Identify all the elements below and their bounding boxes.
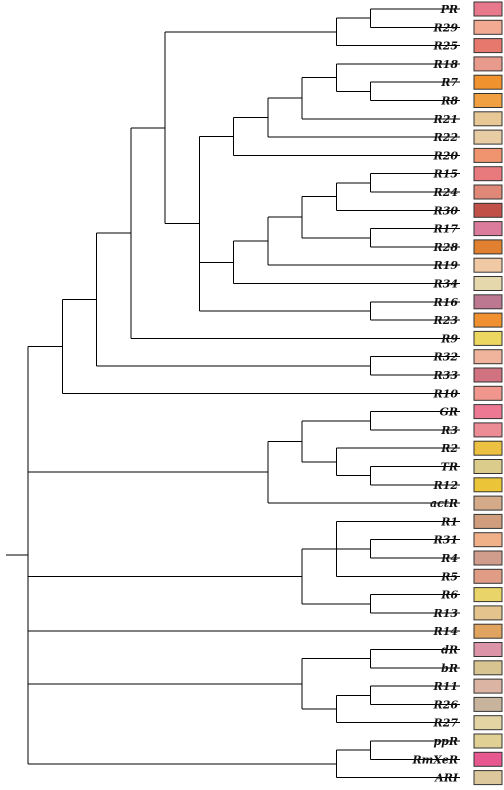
color-swatch-r19 — [473, 257, 503, 273]
color-swatch-r27 — [473, 715, 503, 731]
leaf-label-r3: R3 — [440, 424, 458, 437]
leaf-label-r19: R19 — [433, 259, 459, 272]
leaf-label-r2: R2 — [440, 442, 458, 455]
color-swatch-r30 — [473, 202, 503, 218]
leaf-label-r5: R5 — [440, 570, 458, 583]
color-swatch-r23 — [473, 312, 503, 328]
color-swatch-r28 — [473, 239, 503, 255]
color-swatch-actr — [473, 495, 503, 511]
color-swatch-r11 — [473, 678, 503, 694]
leaf-label-r24: R24 — [433, 186, 458, 199]
leaf-label-pr: PR — [440, 3, 458, 16]
color-swatch-r15 — [473, 166, 503, 182]
color-swatch-ppr — [473, 733, 503, 749]
color-swatch-r34 — [473, 276, 503, 291]
color-swatch-r18 — [473, 56, 503, 72]
leaf-label-r1: R1 — [440, 515, 458, 528]
color-swatch-r26 — [473, 696, 503, 712]
leaf-label-r10: R10 — [433, 387, 459, 400]
leaf-labels: PR R29 R25 R18 R7 R8 R21 R22 R20 R15 R24 R30 R17 R28 R… — [412, 3, 459, 785]
color-swatch-r17 — [473, 221, 503, 237]
color-swatch-r8 — [473, 93, 503, 108]
color-swatch-r16 — [473, 294, 503, 310]
leaf-label-r11: R11 — [433, 680, 458, 693]
leaf-label-r8: R8 — [440, 95, 458, 108]
leaf-label-r28: R28 — [433, 241, 459, 254]
color-swatches — [473, 1, 503, 786]
color-swatch-r31 — [473, 532, 503, 548]
leaf-label-dr: dR — [441, 644, 458, 657]
leaf-label-r20: R20 — [433, 149, 459, 162]
color-swatch-r21 — [473, 111, 503, 127]
color-swatch-r9 — [473, 330, 503, 346]
leaf-label-ari: ARI — [434, 772, 459, 785]
leaf-label-tr: TR — [441, 461, 458, 474]
color-swatch-r29 — [473, 19, 503, 35]
leaf-label-br: bR — [441, 662, 458, 675]
color-swatch-r10 — [473, 385, 503, 401]
color-swatch-r12 — [473, 477, 503, 493]
color-swatch-r4 — [473, 550, 503, 566]
leaf-label-r12: R12 — [433, 479, 459, 492]
color-swatch-br — [473, 660, 503, 676]
color-swatch-pr — [473, 1, 503, 17]
color-swatch-r1 — [473, 513, 503, 529]
leaf-label-r7: R7 — [440, 76, 458, 89]
leaf-label-gr: GR — [439, 406, 458, 419]
color-swatch-r33 — [473, 367, 503, 383]
leaf-label-r9: R9 — [440, 332, 458, 345]
leaf-label-r6: R6 — [440, 589, 458, 602]
leaf-label-r27: R27 — [433, 717, 459, 730]
leaf-label-r29: R29 — [433, 21, 459, 34]
color-swatch-tr — [473, 459, 503, 474]
leaf-label-r22: R22 — [433, 131, 459, 144]
color-swatch-r13 — [473, 605, 503, 621]
color-swatch-r7 — [473, 74, 503, 90]
color-swatch-r25 — [473, 38, 503, 54]
leaf-label-rmxer: RmXeR — [412, 753, 458, 766]
color-swatch-r3 — [473, 422, 503, 438]
color-swatch-r32 — [473, 349, 503, 365]
leaf-label-r13: R13 — [433, 607, 459, 620]
leaf-label-actr: actR — [430, 497, 458, 510]
color-swatch-r22 — [473, 129, 503, 145]
leaf-label-r23: R23 — [433, 314, 459, 327]
leaf-label-r34: R34 — [433, 278, 458, 291]
color-swatch-r5 — [473, 568, 503, 584]
leaf-label-r33: R33 — [433, 369, 459, 382]
leaf-label-r32: R32 — [433, 351, 459, 364]
color-swatch-ari — [473, 770, 503, 786]
leaf-label-r30: R30 — [433, 204, 459, 217]
leaf-label-r15: R15 — [433, 168, 458, 181]
leaf-label-r17: R17 — [433, 223, 459, 236]
leaf-label-r4: R4 — [440, 552, 458, 565]
leaf-label-r16: R16 — [433, 296, 459, 309]
leaf-label-r31: R31 — [433, 534, 458, 547]
tree-branches — [6, 8, 460, 779]
color-swatch-gr — [473, 404, 503, 420]
color-swatch-r6 — [473, 587, 503, 603]
leaf-label-r25: R25 — [433, 40, 458, 53]
color-swatch-r20 — [473, 147, 503, 163]
leaf-label-ppr: ppR — [433, 735, 458, 748]
color-swatch-dr — [473, 642, 503, 657]
leaf-label-r21: R21 — [433, 113, 458, 126]
color-swatch-r14 — [473, 623, 503, 639]
leaf-label-r14: R14 — [433, 625, 458, 638]
leaf-label-r18: R18 — [433, 58, 459, 71]
color-swatch-r2 — [473, 440, 503, 456]
color-swatch-r24 — [473, 184, 503, 200]
leaf-label-r26: R26 — [433, 698, 459, 711]
color-swatch-rmxer — [473, 751, 503, 767]
